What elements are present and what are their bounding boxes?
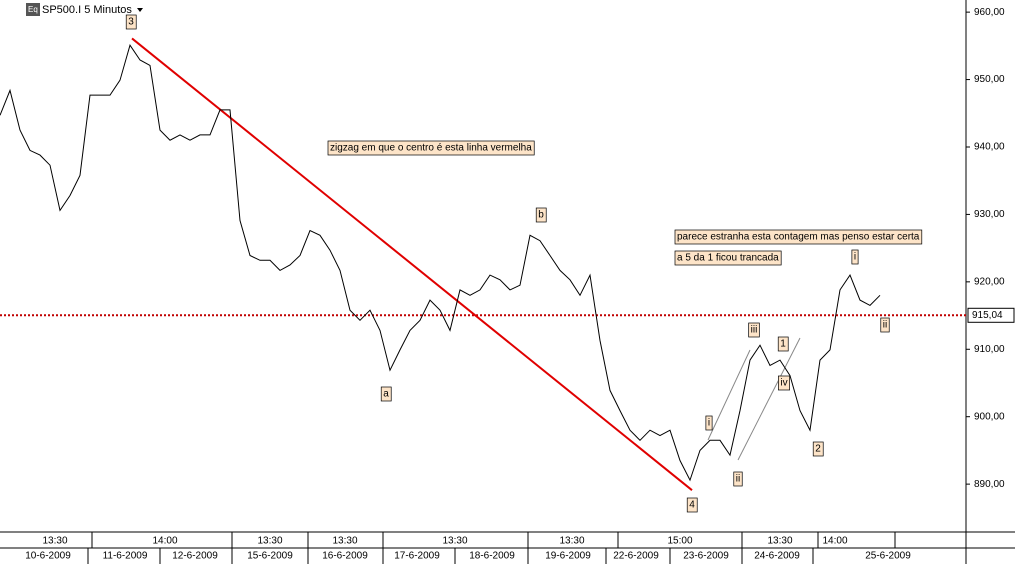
time-label: 13:30 [332,536,357,547]
time-label: 13:30 [767,536,792,547]
icon-label: Eq [28,5,38,14]
y-tick-label: 930,00 [974,209,1005,220]
time-label: 13:30 [442,536,467,547]
date-label: 12-6-2009 [172,551,218,562]
annotation-box [812,441,824,457]
date-label: 10-6-2009 [25,551,71,562]
annotation-box [778,375,790,391]
y-tick-label: 920,00 [974,276,1005,287]
time-label: 14:00 [822,536,847,547]
annotation-box [851,249,859,265]
date-label: 18-6-2009 [469,551,515,562]
trend-line [131,37,693,491]
annotation-box [686,497,698,513]
date-label: 22-6-2009 [613,551,659,562]
price-label: 915,04 [972,310,1003,321]
date-label: 11-6-2009 [103,551,148,562]
annotation: zigzag em que o centro é esta linha verm… [330,143,532,154]
annotation: a [383,389,389,400]
annotation-box [674,229,923,245]
annotation: ii [736,474,740,485]
channel-line [737,337,801,461]
annotation-box [777,336,789,352]
annotation: a 5 da 1 ficou trancada [677,253,779,264]
time-label: 15:00 [667,536,692,547]
channel-line [707,349,751,441]
time-label: 13:30 [42,536,67,547]
annotation: i [708,418,710,429]
date-label: 17-6-2009 [394,551,440,562]
y-tick-label: 910,00 [974,344,1005,355]
date-label: 19-6-2009 [545,551,591,562]
date-label: 23-6-2009 [683,551,729,562]
annotation-box [125,14,137,30]
annotation-box [380,386,392,402]
annotation: iii [751,325,758,336]
y-tick-label: 950,00 [974,74,1005,85]
time-label: 13:30 [559,536,584,547]
annotation: parece estranha esta contagem mas penso … [677,232,920,243]
time-label: 14:00 [152,536,177,547]
y-tick-label: 960,00 [974,7,1005,18]
annotation-box [748,322,760,338]
price-box [967,307,1015,323]
date-label: 15-6-2009 [247,551,293,562]
annotation-box [535,207,547,223]
annotation-box [674,250,782,266]
date-label: 16-6-2009 [322,551,368,562]
annotation-box [705,415,713,431]
annotation: i [854,252,856,263]
date-label: 24-6-2009 [754,551,800,562]
dropdown-arrow[interactable] [137,8,143,12]
annotation: 4 [689,500,695,511]
annotation-box [327,140,535,156]
chart-title[interactable]: SP500.I 5 Minutos [42,4,132,16]
y-tick-label: 940,00 [974,142,1005,153]
y-tick-label: 890,00 [974,479,1005,490]
annotation-box [880,317,890,333]
time-label: 13:30 [257,536,282,547]
annotation: iv [780,378,787,389]
price-line [0,44,881,482]
annotation-box [733,471,743,487]
annotation: b [538,210,544,221]
annotation: 1 [780,339,786,350]
date-label: 25-6-2009 [865,551,911,562]
y-tick-label: 900,00 [974,411,1005,422]
annotation: 3 [128,17,134,28]
annotation: ii [883,320,887,331]
annotation: 2 [815,444,821,455]
icon [26,3,40,16]
